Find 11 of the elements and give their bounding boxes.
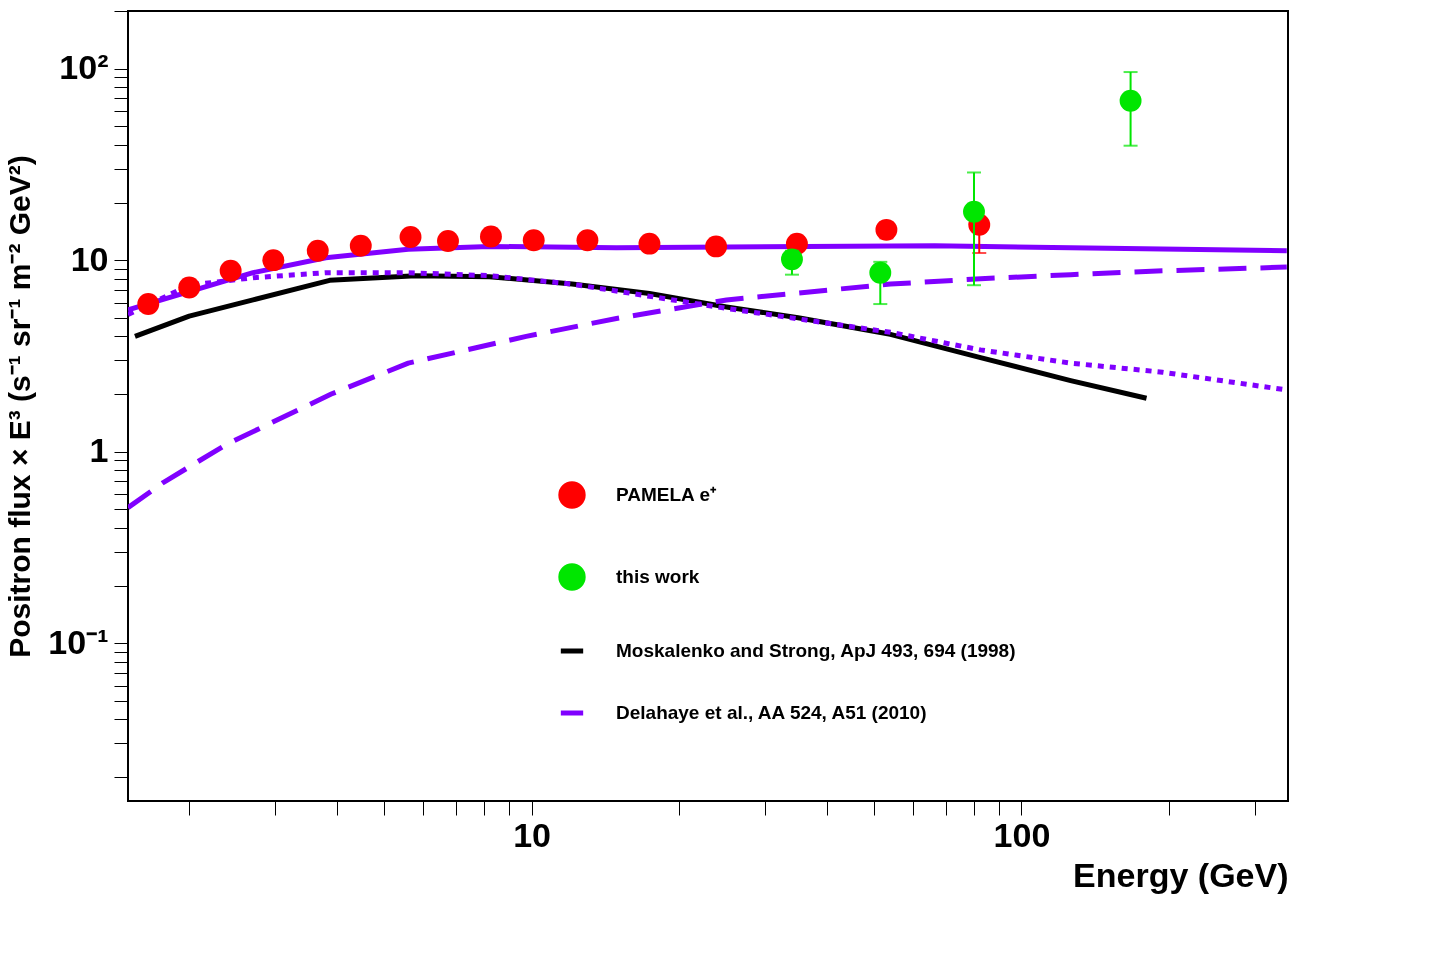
- y-axis-title: Positron flux × E³ (s⁻¹ sr⁻¹ m⁻² GeV²): [3, 155, 37, 658]
- y-tick-label: 10⁻¹: [48, 622, 109, 661]
- y-tick-label: 10²: [59, 48, 109, 87]
- y-tick-label: 1: [89, 431, 109, 470]
- legend-label: this work: [616, 566, 700, 587]
- x-axis-title: Energy (GeV): [1073, 855, 1289, 894]
- x-tick-label: 100: [993, 815, 1051, 854]
- y-tick-label: 10: [70, 239, 109, 278]
- legend-label: Moskalenko and Strong, ApJ 493, 694 (1998): [616, 640, 1016, 661]
- legend-label: Delahaye et al., AA 524, A51 (2010): [616, 702, 927, 723]
- legend-label: PAMELA e⁺: [616, 484, 717, 505]
